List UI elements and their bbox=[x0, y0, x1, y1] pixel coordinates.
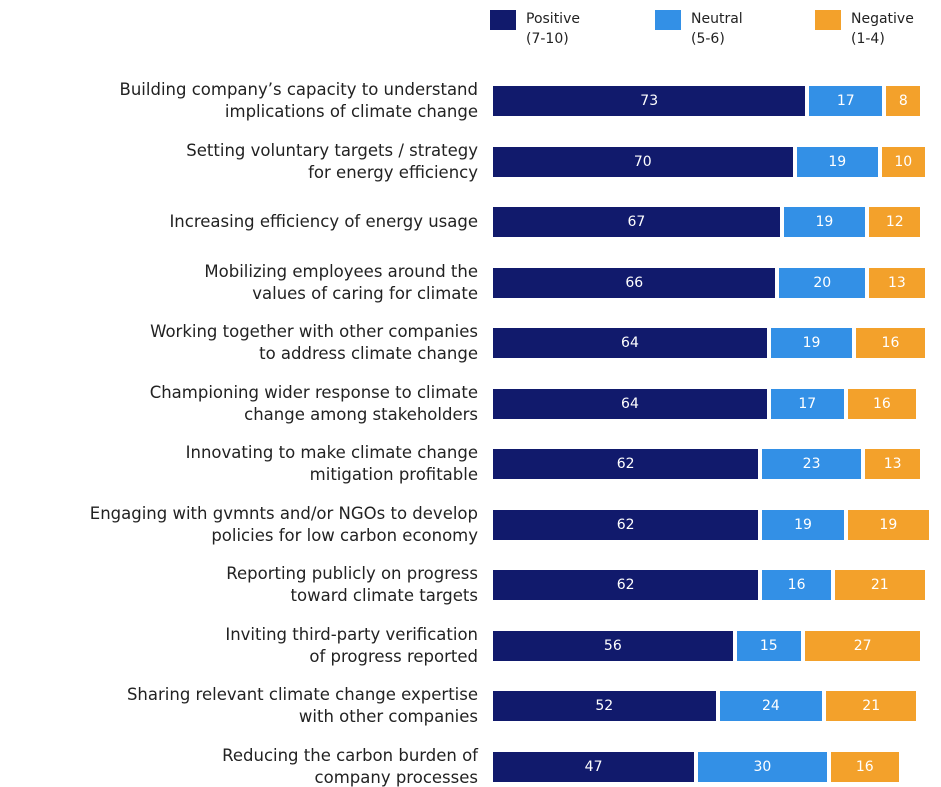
bar-segment bbox=[847, 509, 929, 540]
value-label: 19 bbox=[815, 214, 834, 230]
bar-segment bbox=[762, 570, 831, 600]
value-label: 52 bbox=[595, 698, 614, 714]
value-label: 23 bbox=[802, 456, 821, 472]
value-label: 67 bbox=[627, 214, 646, 230]
value-label: 19 bbox=[794, 516, 812, 533]
bar-segment bbox=[493, 751, 695, 782]
value-label: 62 bbox=[616, 577, 635, 593]
category-label: Reporting publicly on progress toward cl… bbox=[226, 564, 478, 605]
value-label: 73 bbox=[640, 93, 659, 109]
bar-segment bbox=[779, 267, 866, 298]
bar-segment bbox=[869, 267, 925, 298]
bar-segment bbox=[493, 207, 780, 237]
value-label: 16 bbox=[872, 395, 891, 412]
value-label: 16 bbox=[881, 335, 900, 351]
value-label: 27 bbox=[853, 637, 872, 654]
bar-segment bbox=[830, 751, 900, 782]
value-label: 24 bbox=[761, 698, 780, 714]
bar-segment bbox=[493, 509, 759, 540]
value-label: 70 bbox=[633, 153, 652, 170]
bar-segment bbox=[493, 146, 793, 177]
bar-segment bbox=[493, 86, 806, 116]
value-label: 56 bbox=[603, 637, 622, 654]
bar-segment bbox=[493, 630, 733, 661]
legend-swatch bbox=[490, 10, 516, 30]
bar-segment bbox=[770, 388, 844, 419]
value-label: 19 bbox=[879, 516, 898, 533]
bar-segment bbox=[869, 207, 921, 237]
bar-segment bbox=[493, 328, 767, 358]
value-label: 20 bbox=[813, 274, 832, 291]
value-label: 62 bbox=[616, 516, 635, 533]
category-label: Engaging with gvmnts and/or NGOs to deve… bbox=[89, 503, 478, 545]
legend-swatch bbox=[655, 10, 681, 30]
bar-segment bbox=[826, 691, 917, 721]
category-label: Reducing the carbon burden of company pr… bbox=[222, 745, 478, 787]
value-label: 19 bbox=[828, 153, 847, 170]
value-label: 10 bbox=[894, 153, 913, 170]
value-label: 19 bbox=[802, 335, 821, 351]
category-label: Setting voluntary targets / strategy for… bbox=[186, 140, 478, 182]
value-label: 13 bbox=[883, 456, 902, 472]
value-label: 15 bbox=[759, 637, 778, 654]
value-label: 66 bbox=[625, 274, 644, 291]
value-label: 64 bbox=[621, 395, 639, 412]
bar-segment bbox=[847, 388, 917, 419]
value-label: 64 bbox=[621, 335, 639, 351]
bar-segment bbox=[804, 630, 921, 661]
bar-segment bbox=[493, 691, 716, 721]
bar-segment bbox=[770, 328, 853, 358]
value-label: 17 bbox=[798, 395, 817, 412]
bar-segment bbox=[493, 570, 759, 600]
bar-segment bbox=[736, 630, 801, 661]
bar-segment bbox=[881, 146, 925, 177]
bar-segment bbox=[698, 751, 827, 782]
value-label: 17 bbox=[836, 93, 855, 109]
bar-segment bbox=[493, 388, 767, 419]
value-label: 21 bbox=[862, 698, 881, 714]
value-label: 12 bbox=[885, 214, 904, 230]
value-label: 13 bbox=[887, 274, 906, 291]
value-label: 62 bbox=[616, 456, 635, 472]
value-label: 16 bbox=[787, 577, 806, 593]
category-label: Innovating to make climate change mitiga… bbox=[185, 443, 478, 484]
bar-segment bbox=[856, 328, 925, 358]
value-label: 8 bbox=[898, 93, 908, 109]
bar-segment bbox=[886, 86, 921, 116]
bar-segment bbox=[809, 86, 883, 116]
bar-segment bbox=[864, 449, 921, 479]
category-label: Inviting third-party verification of pro… bbox=[225, 624, 478, 666]
category-label: Championing wider response to climate ch… bbox=[149, 382, 478, 424]
legend-label: Positive (7-10) bbox=[526, 11, 580, 47]
bar-segment bbox=[762, 449, 861, 479]
bar-segment bbox=[834, 570, 925, 600]
value-label: 16 bbox=[855, 758, 874, 775]
bar-segment bbox=[493, 449, 759, 479]
value-label: 30 bbox=[753, 758, 772, 775]
bar-segment bbox=[493, 267, 776, 298]
bar-segment bbox=[719, 691, 823, 721]
category-label: Mobilizing employees around the values o… bbox=[204, 261, 478, 303]
category-label: Sharing relevant climate change expertis… bbox=[126, 685, 478, 726]
category-label: Working together with other companies to… bbox=[150, 322, 478, 363]
category-label: Building company’s capacity to understan… bbox=[119, 80, 478, 121]
legend-label: Negative (1-4) bbox=[851, 11, 914, 47]
category-label: Increasing efficiency of energy usage bbox=[169, 212, 478, 231]
bar-segment bbox=[796, 146, 878, 177]
value-label: 21 bbox=[870, 577, 889, 593]
bar-segment bbox=[783, 207, 866, 237]
value-label: 47 bbox=[584, 758, 603, 775]
bar-segment bbox=[762, 509, 844, 540]
legend-swatch bbox=[815, 10, 841, 30]
legend-label: Neutral (5-6) bbox=[691, 11, 743, 47]
